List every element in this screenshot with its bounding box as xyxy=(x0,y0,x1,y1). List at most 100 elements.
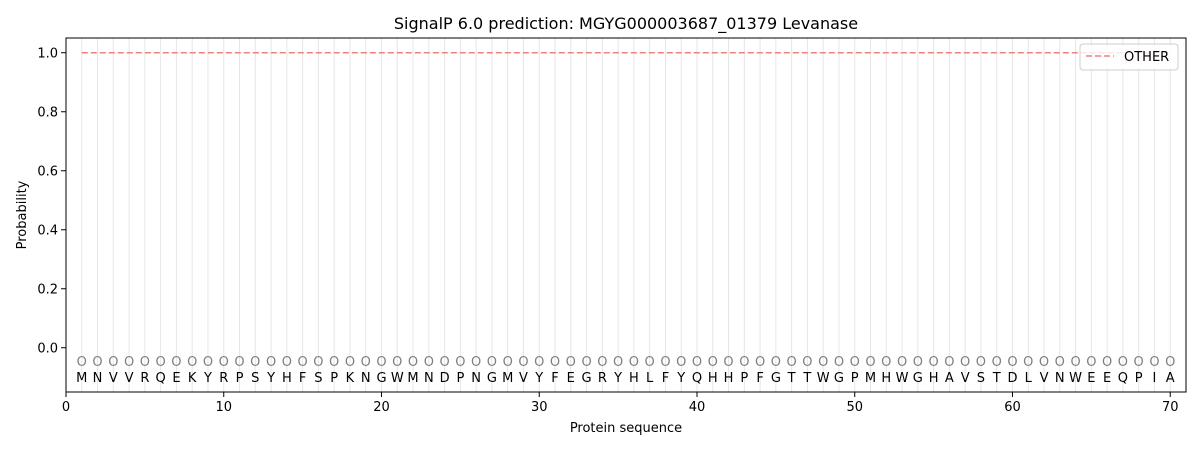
region-label: O xyxy=(739,355,749,370)
region-label: O xyxy=(108,355,118,370)
region-label: O xyxy=(424,355,434,370)
region-label: O xyxy=(645,355,655,370)
region-label: O xyxy=(928,355,938,370)
region-label: O xyxy=(503,355,513,370)
residue-letter: H xyxy=(282,371,292,386)
region-label: O xyxy=(1102,355,1112,370)
residue-letter: L xyxy=(646,371,654,386)
region-label: O xyxy=(518,355,528,370)
residue-letter: N xyxy=(361,371,371,386)
y-tick-label: 0.6 xyxy=(37,164,58,179)
residue-letter: E xyxy=(172,371,180,386)
region-label: O xyxy=(629,355,639,370)
residue-letter: G xyxy=(834,371,844,386)
region-label: O xyxy=(881,355,891,370)
legend-label-other: OTHER xyxy=(1124,50,1169,65)
residue-letter: W xyxy=(391,371,404,386)
region-label: O xyxy=(771,355,781,370)
region-label: O xyxy=(755,355,765,370)
residue-letter: S xyxy=(977,371,985,386)
region-label: O xyxy=(1023,355,1033,370)
residue-letter: R xyxy=(598,371,607,386)
region-label: O xyxy=(1039,355,1049,370)
region-label: O xyxy=(613,355,623,370)
residue-letter: Q xyxy=(1118,371,1128,386)
region-label: O xyxy=(550,355,560,370)
region-label: O xyxy=(818,355,828,370)
x-tick-label: 0 xyxy=(62,400,70,415)
residue-letter: H xyxy=(881,371,891,386)
region-label: O xyxy=(566,355,576,370)
residue-letter: F xyxy=(551,371,558,386)
residue-letter: S xyxy=(314,371,322,386)
region-label: O xyxy=(361,355,371,370)
residue-letter: N xyxy=(424,371,434,386)
residue-letter: Y xyxy=(676,371,685,386)
region-label: O xyxy=(597,355,607,370)
residue-letter: A xyxy=(945,371,954,386)
region-label: O xyxy=(834,355,844,370)
region-label: O xyxy=(329,355,339,370)
residue-letter: N xyxy=(93,371,103,386)
residue-letter: G xyxy=(376,371,386,386)
residue-letter: S xyxy=(251,371,259,386)
region-label: O xyxy=(534,355,544,370)
region-label: O xyxy=(471,355,481,370)
residue-gridlines xyxy=(81,38,1171,392)
region-label: O xyxy=(787,355,797,370)
residue-letter: E xyxy=(1087,371,1095,386)
residue-letter: L xyxy=(1025,371,1033,386)
residue-letter: R xyxy=(140,371,149,386)
x-tick-label: 60 xyxy=(1004,400,1021,415)
residue-letter: M xyxy=(407,371,418,386)
region-label: O xyxy=(1118,355,1128,370)
region-label: O xyxy=(487,355,497,370)
residue-letter: Y xyxy=(534,371,543,386)
residue-letter: P xyxy=(1135,371,1143,386)
y-axis-label: Probability xyxy=(15,180,30,249)
region-label: O xyxy=(581,355,591,370)
residue-letter: Q xyxy=(692,371,702,386)
region-label: O xyxy=(708,355,718,370)
residue-letter: N xyxy=(471,371,481,386)
residue-letter: G xyxy=(487,371,497,386)
region-label: O xyxy=(723,355,733,370)
residue-letter: A xyxy=(1166,371,1175,386)
residue-letter: P xyxy=(851,371,859,386)
x-tick-label: 20 xyxy=(373,400,390,415)
residue-letter: V xyxy=(961,371,970,386)
region-label: O xyxy=(1149,355,1159,370)
region-label: O xyxy=(392,355,402,370)
region-label: O xyxy=(203,355,213,370)
residue-letter: G xyxy=(771,371,781,386)
residue-letter: F xyxy=(299,371,306,386)
x-tick-label: 50 xyxy=(846,400,863,415)
region-label: O xyxy=(298,355,308,370)
legend: OTHER xyxy=(1079,43,1179,71)
residue-letter: I xyxy=(1153,371,1157,386)
residue-letter: V xyxy=(1040,371,1049,386)
residue-letter: D xyxy=(1007,371,1017,386)
region-label: O xyxy=(1007,355,1017,370)
residue-letter: T xyxy=(802,371,811,386)
x-tick-label: 70 xyxy=(1162,400,1179,415)
residue-letter: V xyxy=(519,371,528,386)
region-label: O xyxy=(976,355,986,370)
y-tick-label: 1.0 xyxy=(37,46,58,61)
residue-letter: V xyxy=(109,371,118,386)
region-label: O xyxy=(692,355,702,370)
region-label: O xyxy=(1055,355,1065,370)
region-label: O xyxy=(234,355,244,370)
residue-letter: G xyxy=(913,371,923,386)
residue-letter: W xyxy=(896,371,909,386)
y-tick-label: 0.2 xyxy=(37,282,58,297)
region-label: O xyxy=(897,355,907,370)
residue-letter: H xyxy=(629,371,639,386)
region-label: O xyxy=(77,355,87,370)
residue-letter: M xyxy=(502,371,513,386)
residue-letter: P xyxy=(330,371,338,386)
residue-letter: F xyxy=(756,371,763,386)
region-label: O xyxy=(171,355,181,370)
residue-letter: E xyxy=(1103,371,1111,386)
residue-letter: T xyxy=(787,371,796,386)
